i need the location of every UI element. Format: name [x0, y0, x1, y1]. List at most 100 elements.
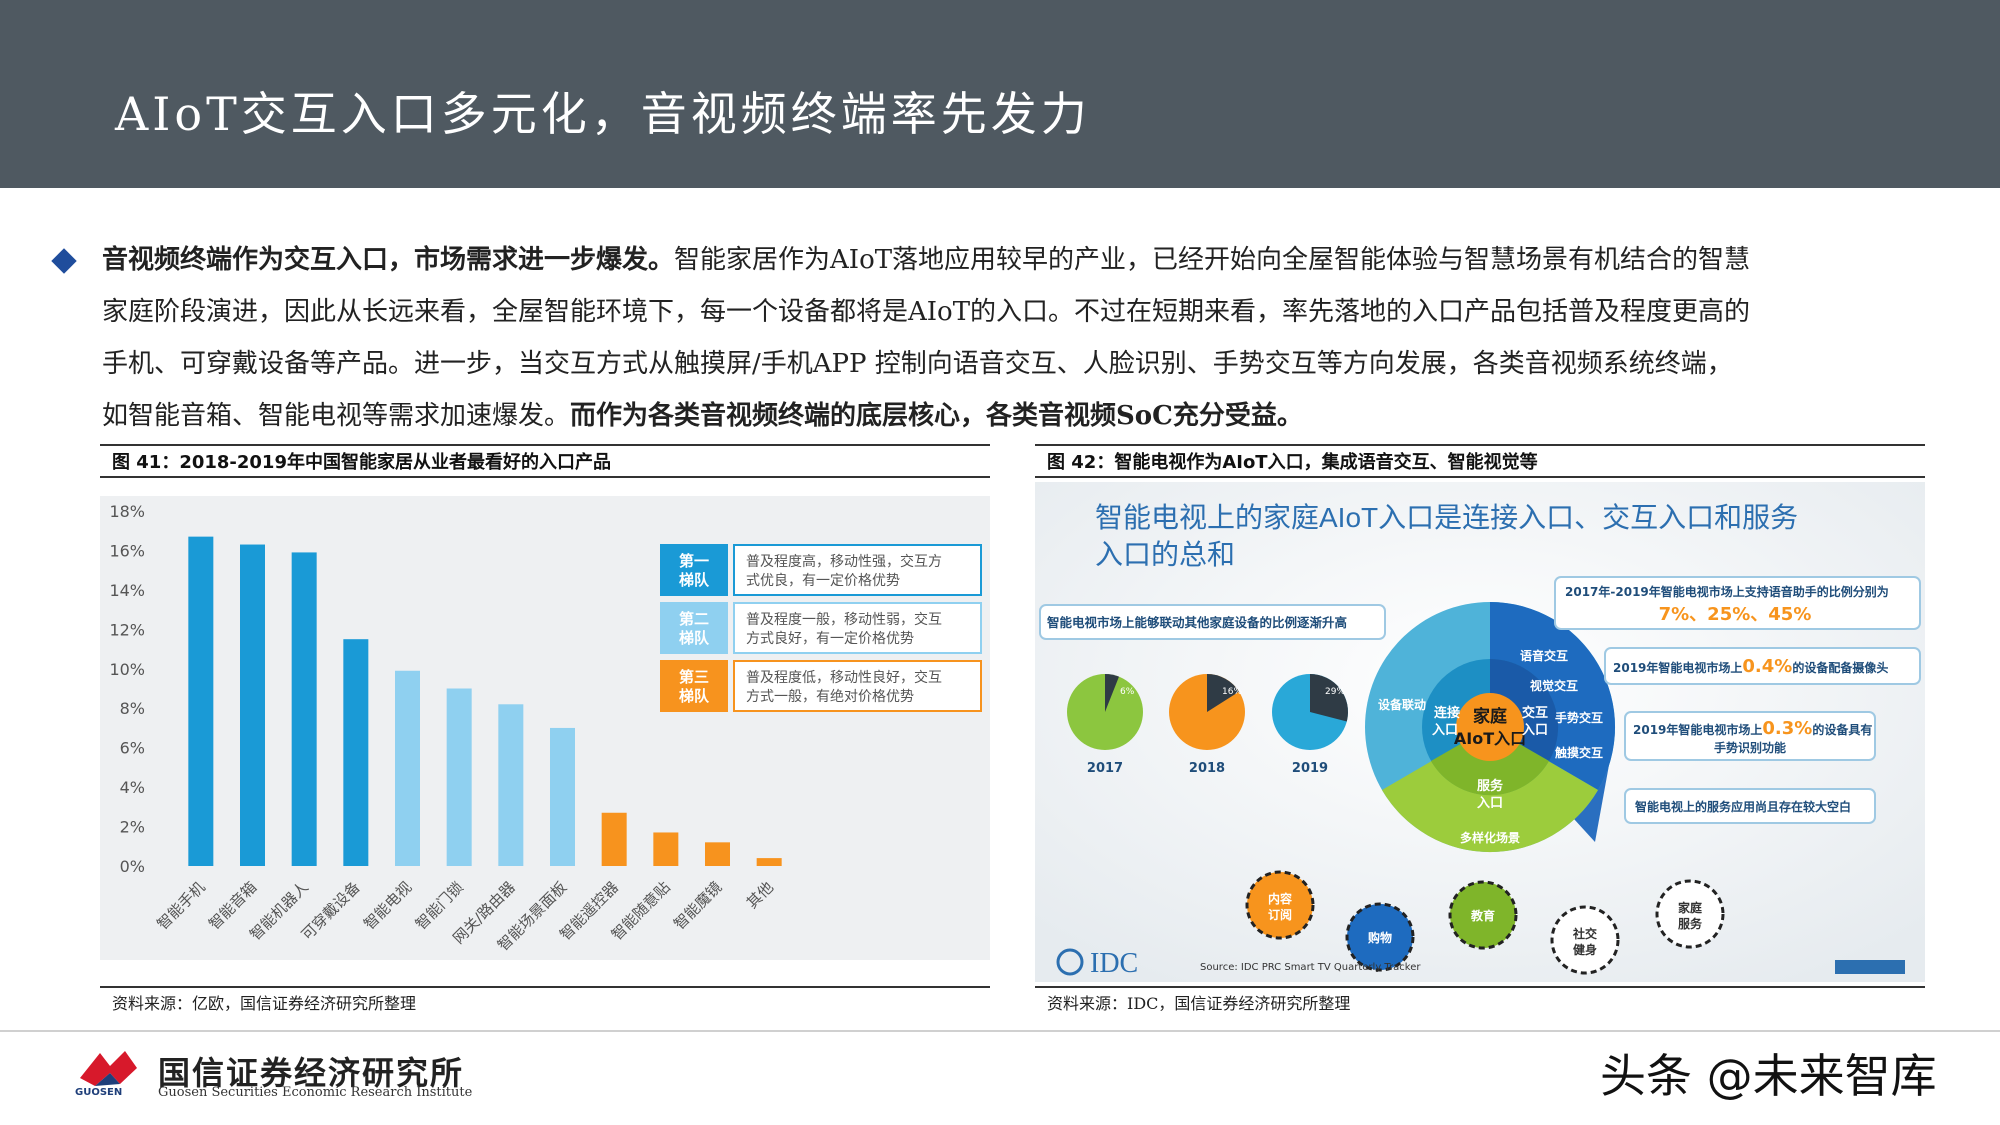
infographic-headline-1: 智能电视上的家庭AIoT入口是连接入口、交互入口和服务 [1095, 502, 1798, 533]
bar [240, 544, 265, 866]
legend-desc: 普及程度低，移动性良好，交互 [746, 669, 942, 686]
legend-tag: 第三 [679, 668, 709, 686]
service-label: 订阅 [1268, 907, 1292, 922]
pie-slice [1207, 674, 1240, 712]
legend-swatch [660, 544, 728, 596]
x-tick-label: 智能电视 [360, 878, 415, 933]
service-label: 家庭 [1678, 900, 1702, 915]
page-header: AIoT交互入口多元化，音视频终端率先发力 [0, 0, 2000, 188]
right-box-2-text: 2019年智能电视市场上0.4%的设备配备摄像头 [1613, 656, 1888, 677]
label-service-1: 服务 [1477, 778, 1504, 794]
y-tick-label: 2% [120, 818, 145, 837]
bar [395, 670, 420, 866]
bar [291, 552, 317, 866]
label-voice: 语音交互 [1520, 648, 1568, 663]
label-interact-2: 入口 [1522, 723, 1548, 738]
legend-desc: 方式一般，有绝对价格优势 [746, 689, 914, 705]
bar [756, 858, 782, 866]
idc-logo: IDC Source: IDC PRC Smart TV Quarterly T… [1056, 948, 1905, 979]
intro-line-1: 音视频终端作为交互入口，市场需求进一步爆发。智能家居作为AIoT落地应用较早的产… [102, 234, 1945, 286]
label-visual: 视觉交互 [1530, 678, 1578, 693]
legend-tag: 梯队 [679, 629, 710, 647]
legend-desc-box [733, 660, 982, 712]
x-tick-label: 智能手机 [153, 878, 208, 933]
pie-pct-label: 16% [1222, 687, 1242, 697]
aiot-circle-diagram: 家庭 AIoT入口 语音交互 视觉交互 手势交互 触摸交互 设备联动 连接 入口… [1365, 602, 1616, 853]
year-pies: 6% 2017 16% 2018 29% 2019 [1067, 674, 1348, 776]
intro-line-2: 家庭阶段演进，因此从长远来看，全屋智能环境下，每一个设备都将是AIoT的入口。不… [102, 297, 1751, 327]
service-circle [1345, 902, 1415, 972]
pie-slice [1310, 674, 1348, 722]
legend-desc: 普及程度高，移动性强，交互方 [746, 553, 942, 570]
pie-year-label: 2019 [1292, 761, 1328, 776]
legend-desc: 普及程度一般，移动性弱，交互 [746, 611, 942, 628]
intro-paragraph: 音视频终端作为交互入口，市场需求进一步爆发。智能家居作为AIoT落地应用较早的产… [51, 234, 1945, 442]
bullet-diamond-icon [51, 248, 77, 274]
bar [498, 704, 524, 866]
x-tick-label: 智能魔镜 [670, 878, 725, 933]
service-label: 健身 [1573, 942, 1597, 957]
pie-pct-label: 29% [1325, 687, 1345, 697]
legend-desc-box [733, 544, 982, 596]
idc-logo-text: IDC [1090, 948, 1138, 979]
legend-swatch [660, 660, 728, 712]
legend-desc: 式优良，有一定价格优势 [746, 573, 900, 589]
label-gesture: 手势交互 [1555, 710, 1603, 725]
service-label: 内容 [1268, 891, 1292, 906]
right-box-3-line-2: 手势识别功能 [1714, 740, 1786, 755]
legend-swatch [660, 602, 728, 654]
legend-desc-box [733, 602, 982, 654]
label-scene: 多样化场景 [1460, 830, 1520, 845]
intro-line-4: 如智能音箱、智能电视等需求加速爆发。而作为各类音视频终端的底层核心，各类音视频S… [102, 390, 1945, 442]
right-box-3-text: 2019年智能电视市场上0.3%的设备具有 [1633, 718, 1872, 739]
right-box-4-text: 智能电视上的服务应用尚且存在较大空白 [1634, 799, 1851, 814]
pie-pct-label: 6% [1120, 687, 1135, 697]
infographic-headline-2: 入口的总和 [1095, 539, 1235, 570]
intro-bold-tail: 而作为各类音视频终端的底层核心，各类音视频SoC充分受益。 [570, 401, 1303, 431]
service-circle [1550, 905, 1620, 975]
infographic-svg: 智能电视上的家庭AIoT入口是连接入口、交互入口和服务 入口的总和 智能电视市场… [1035, 482, 1925, 982]
right-box-1-line-1: 2017年-2019年智能电视市场上支持语音助手的比例分别为 [1565, 584, 1889, 599]
bar [343, 639, 369, 866]
figure-42-infographic: 智能电视上的家庭AIoT入口是连接入口、交互入口和服务 入口的总和 智能电视市场… [1035, 482, 1925, 982]
pie-year-label: 2017 [1087, 761, 1123, 776]
y-tick-label: 14% [109, 581, 145, 600]
page-title: AIoT交互入口多元化，音视频终端率先发力 [115, 87, 1091, 141]
bar [601, 812, 627, 866]
figure-42-title: 图 42：智能电视作为AIoT入口，集成语音交互、智能视觉等 [1035, 444, 1925, 478]
y-tick-label: 8% [120, 699, 145, 718]
center-label-1: 家庭 [1473, 706, 1507, 727]
intro-line-3: 手机、可穿戴设备等产品。进一步，当交互方式从触摸屏/手机APP 控制向语音交互、… [102, 349, 1733, 379]
left-info-text: 智能电视市场上能够联动其他家庭设备的比例逐渐升高 [1046, 615, 1347, 630]
y-tick-label: 4% [120, 778, 145, 797]
y-tick-label: 10% [109, 660, 145, 679]
y-tick-label: 16% [109, 541, 145, 560]
bar [446, 688, 472, 866]
logo-small-text: GUOSEN [75, 1087, 123, 1098]
center-label-2: AIoT入口 [1454, 729, 1526, 748]
y-tick-label: 12% [109, 620, 145, 639]
figure-41-source: 资料来源：亿欧，国信证券经济研究所整理 [100, 986, 990, 1016]
company-name-en: Guosen Securities Economic Research Inst… [158, 1085, 473, 1100]
y-tick-label: 18% [109, 502, 145, 521]
label-service-2: 入口 [1477, 796, 1503, 811]
center-core [1456, 693, 1524, 761]
legend-desc: 方式良好，有一定价格优势 [746, 631, 914, 647]
legend-tag: 第一 [679, 552, 709, 570]
y-tick-label: 6% [120, 739, 145, 758]
pie-slice [1105, 674, 1119, 712]
intro-line-4-rest: 如智能音箱、智能电视等需求加速爆发。 [102, 401, 571, 431]
label-connect-1: 连接 [1434, 705, 1460, 721]
intro-line-1-rest: 智能家居作为AIoT落地应用较早的产业，已经开始向全屋智能体验与智慧场景有机结合… [674, 245, 1751, 275]
service-label: 社交 [1572, 926, 1597, 941]
service-circle [1448, 880, 1518, 950]
figure-42-source: 资料来源：IDC，国信证券经济研究所整理 [1035, 986, 1925, 1016]
legend-tag: 梯队 [679, 571, 710, 589]
left-info-box [1039, 604, 1386, 640]
bar [188, 536, 214, 866]
label-touch: 触摸交互 [1555, 745, 1603, 760]
